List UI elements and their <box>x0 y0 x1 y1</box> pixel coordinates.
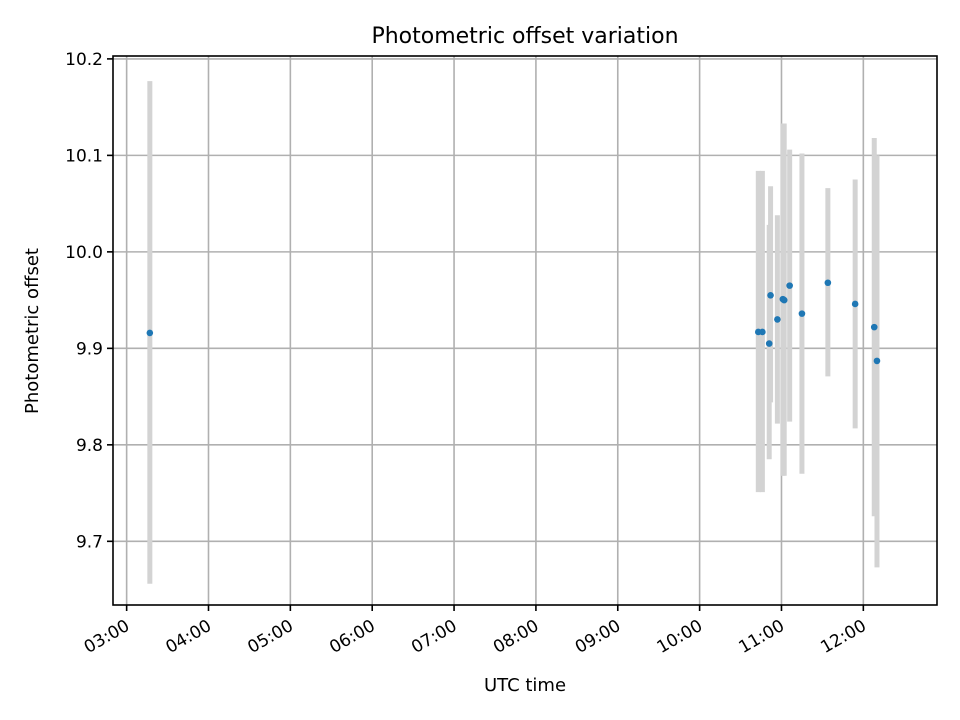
data-points <box>146 279 881 365</box>
data-point <box>851 300 859 308</box>
data-point <box>780 296 788 304</box>
x-tick-label: 09:00 <box>572 616 624 658</box>
x-tick-label: 12:00 <box>817 616 869 658</box>
y-tick-label: 9.9 <box>76 339 103 359</box>
data-point <box>759 328 766 336</box>
chart-title: Photometric offset variation <box>371 24 678 49</box>
data-point <box>146 329 154 337</box>
grid-lines <box>113 56 937 605</box>
y-axis-label: Photometric offset <box>22 248 43 414</box>
y-tick-label: 10.0 <box>65 243 103 263</box>
x-tick-label: 11:00 <box>736 616 788 658</box>
data-point <box>774 316 781 323</box>
data-point <box>767 291 774 299</box>
y-tick-label: 9.8 <box>76 436 103 456</box>
y-tick-label: 10.1 <box>65 146 103 166</box>
x-tick-label: 07:00 <box>408 616 460 658</box>
x-tick-label: 10:00 <box>654 616 706 658</box>
data-point <box>873 357 881 365</box>
x-tick-label: 03:00 <box>81 616 133 658</box>
data-point <box>798 310 806 317</box>
x-tick-label: 08:00 <box>490 616 542 658</box>
data-point <box>870 323 878 331</box>
x-tick-label: 04:00 <box>163 616 215 658</box>
data-point <box>824 279 832 287</box>
data-point <box>765 340 773 347</box>
y-tick-label: 9.7 <box>76 532 103 552</box>
x-tick-label: 05:00 <box>244 616 296 658</box>
data-point <box>786 282 793 289</box>
x-axis-ticks: 03:00 04:00 05:00 06:00 07:00 08:00 09:00 10:00… <box>81 605 870 658</box>
x-axis-label: UTC time <box>484 675 566 696</box>
error-bars <box>147 81 880 584</box>
x-tick-label: 06:00 <box>326 616 378 658</box>
y-tick-label: 10.2 <box>65 50 103 70</box>
y-axis-ticks: 9.7 9.8 9.9 10.0 10.1 10.2 <box>65 50 113 552</box>
plot-frame <box>112 55 938 606</box>
